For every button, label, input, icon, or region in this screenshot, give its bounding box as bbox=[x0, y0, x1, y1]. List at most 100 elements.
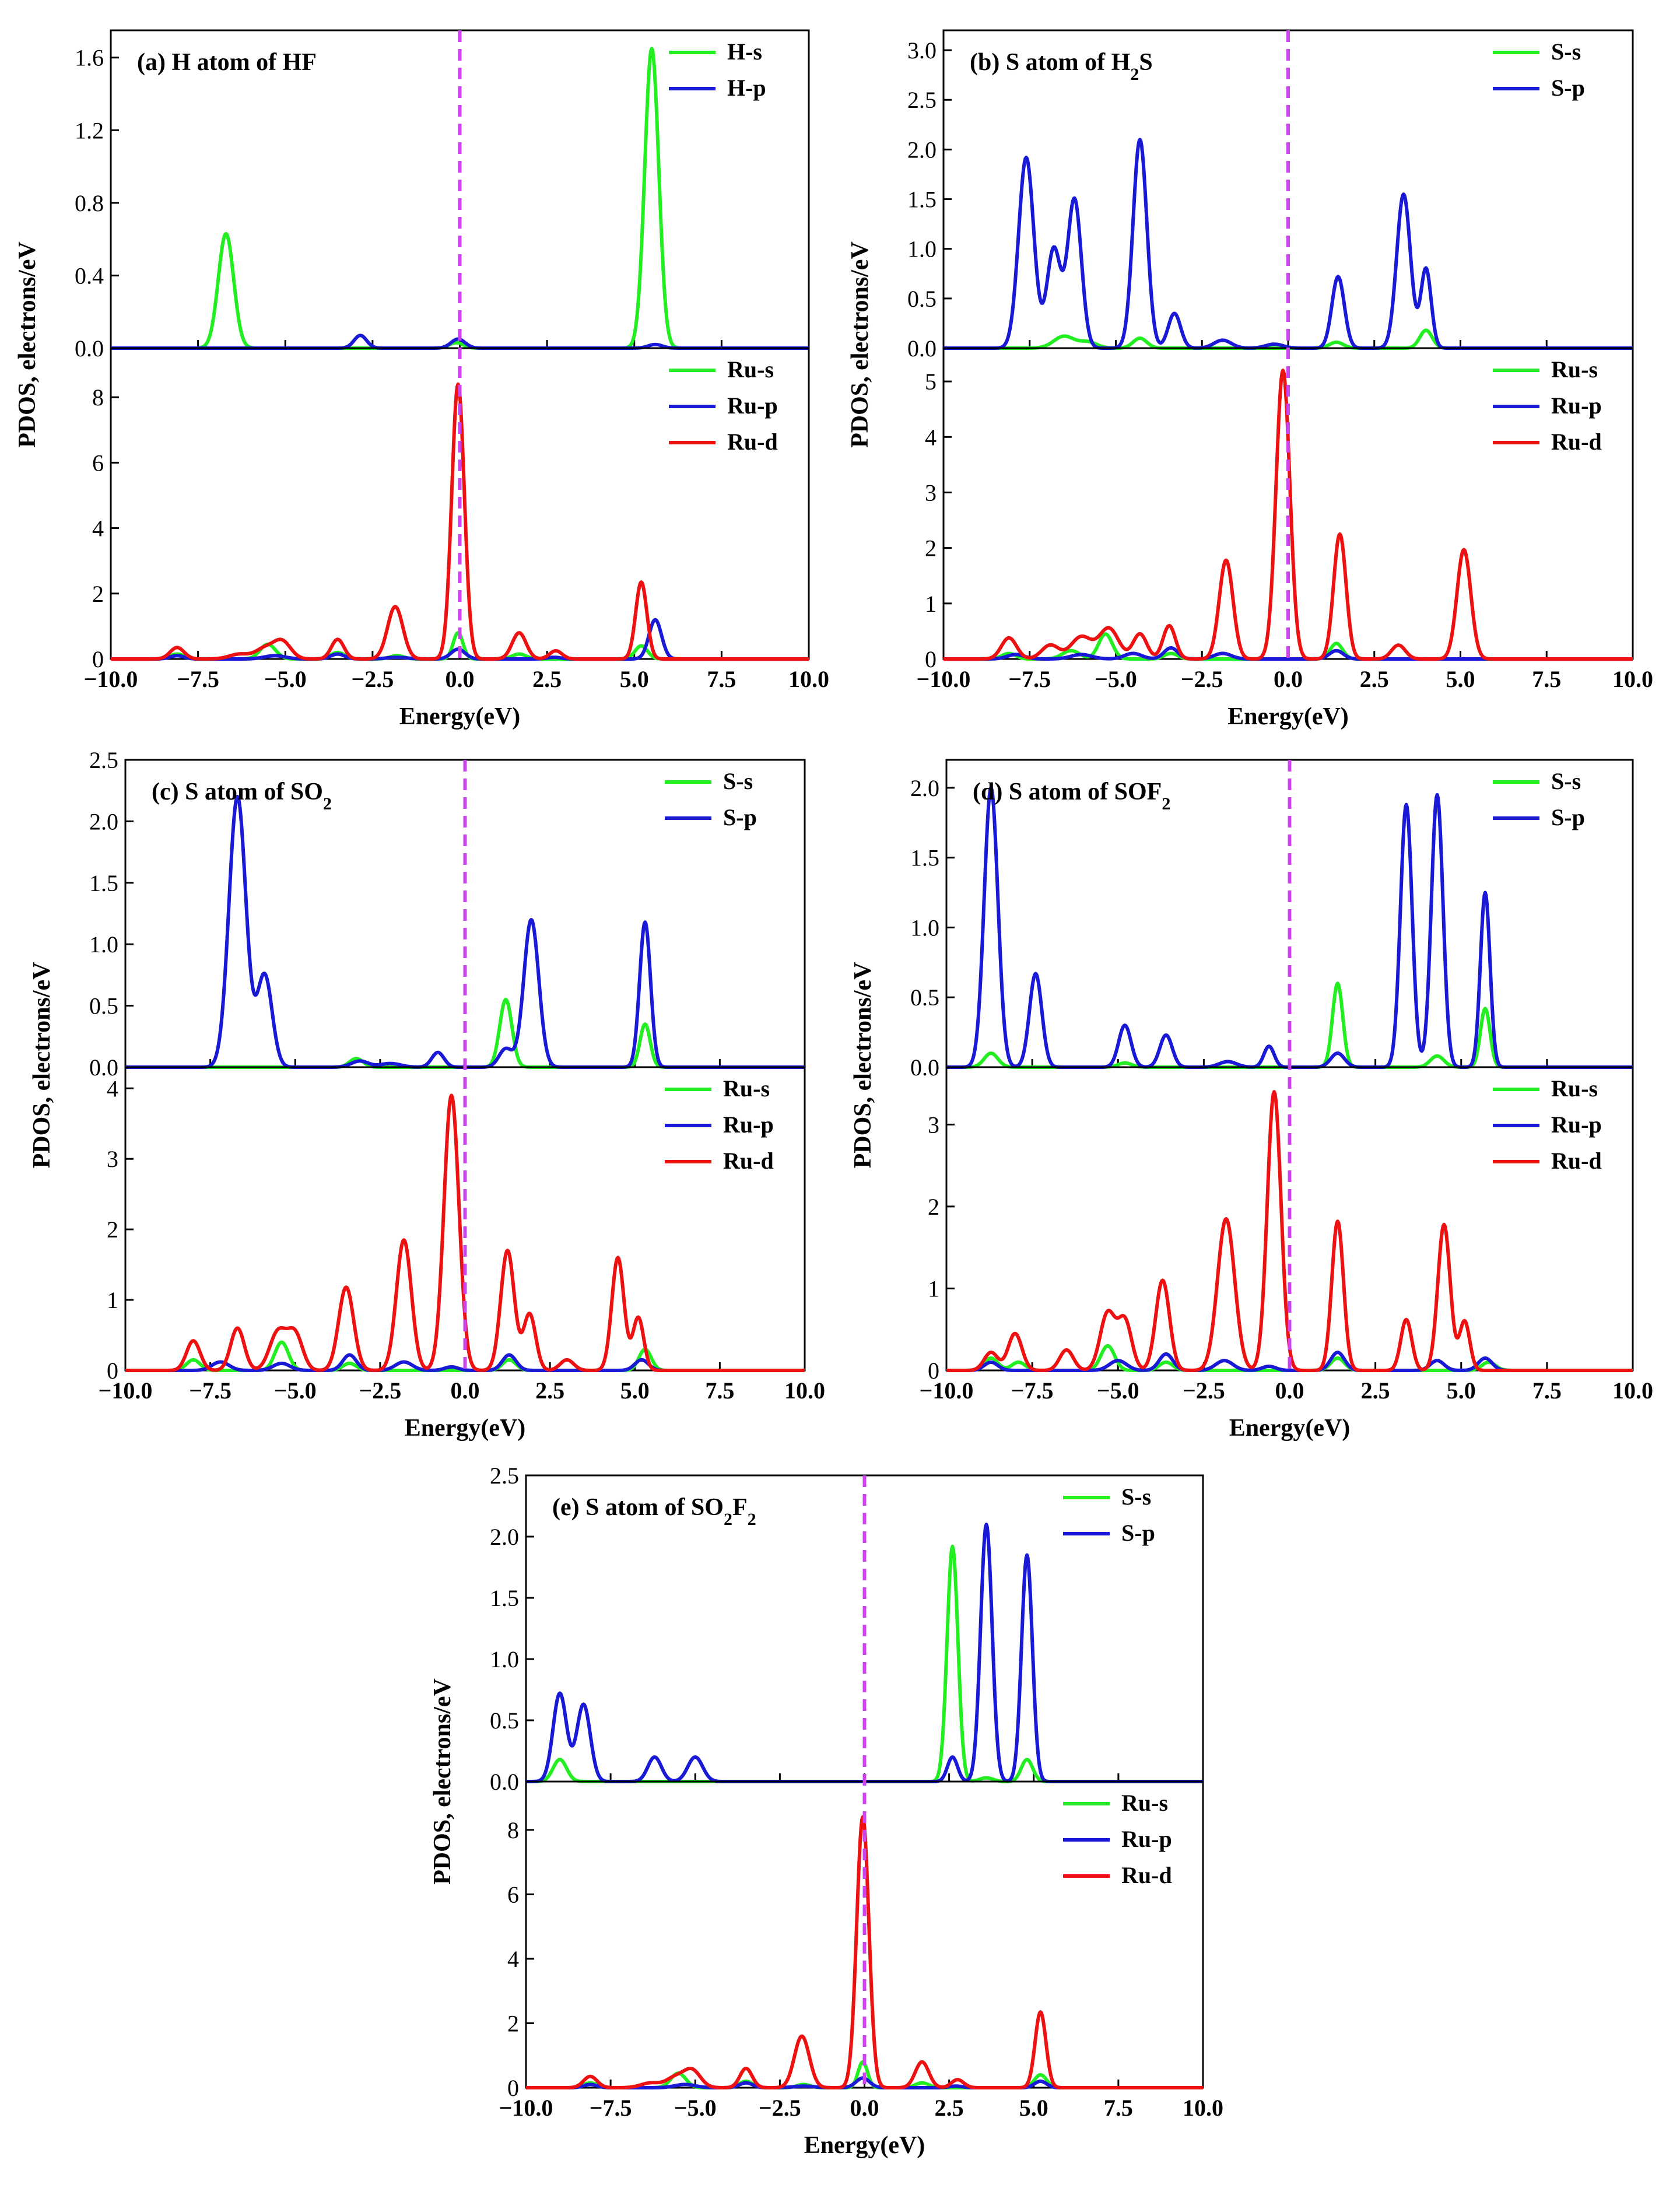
x-tick-label: −2.5 bbox=[1181, 666, 1223, 692]
y-tick-label: 1 bbox=[925, 591, 937, 617]
y-tick-label: 2 bbox=[925, 535, 937, 562]
y-tick-label: 2 bbox=[928, 1194, 939, 1220]
y-tick-label: 0.0 bbox=[89, 1054, 118, 1081]
y-tick-label: 1.5 bbox=[907, 187, 937, 213]
y-axis-label: PDOS, electrons/eV bbox=[850, 962, 876, 1169]
legend-label: Ru-d bbox=[1121, 1862, 1172, 1888]
x-tick-label: 2.5 bbox=[532, 666, 562, 692]
panel-c: 0.0 0.5 1.0 1.5 2.0 2.5 S-s S-p 0 1 2 3 4 Ru-s Ru-p Ru-… bbox=[29, 747, 825, 1442]
x-tick-label: −2.5 bbox=[759, 2095, 801, 2121]
x-tick-label: −5.0 bbox=[674, 2095, 717, 2121]
y-axis-label: PDOS, electrons/eV bbox=[29, 962, 55, 1169]
x-axis-label: Energy(eV) bbox=[1229, 1415, 1351, 1442]
y-tick-label: 6 bbox=[507, 1881, 519, 1908]
title-part: 2 bbox=[1130, 65, 1139, 84]
y-tick-label: 2 bbox=[92, 581, 104, 607]
x-tick-label: −7.5 bbox=[1011, 1377, 1054, 1404]
x-tick-label: 0.0 bbox=[1275, 1377, 1304, 1404]
y-tick-label: 2.0 bbox=[490, 1524, 519, 1550]
y-tick-label: 2.5 bbox=[89, 747, 118, 773]
title-part: F bbox=[732, 1494, 748, 1521]
y-tick-label: 0.0 bbox=[910, 1054, 939, 1081]
legend-label: S-p bbox=[1551, 75, 1585, 101]
y-tick-label: 0.8 bbox=[75, 190, 104, 216]
x-tick-label: −7.5 bbox=[590, 2095, 632, 2121]
x-tick-label: 10.0 bbox=[1612, 666, 1653, 692]
y-tick-label: 1.5 bbox=[490, 1585, 519, 1611]
y-axis-label: PDOS, electrons/eV bbox=[847, 241, 874, 448]
x-tick-label: −5.0 bbox=[274, 1377, 317, 1404]
legend-label: S-s bbox=[1121, 1484, 1151, 1510]
legend-label: Ru-d bbox=[1551, 1148, 1602, 1174]
x-tick-label: −10.0 bbox=[920, 1377, 974, 1404]
y-tick-label: 2 bbox=[107, 1216, 118, 1243]
x-axis-label: Energy(eV) bbox=[405, 1415, 526, 1442]
y-tick-label: 1.0 bbox=[490, 1646, 519, 1672]
x-tick-label: −10.0 bbox=[84, 666, 138, 692]
legend-label: Ru-s bbox=[1121, 1790, 1168, 1816]
x-tick-label: 5.0 bbox=[1019, 2095, 1048, 2121]
x-tick-label: 5.0 bbox=[620, 1377, 650, 1404]
y-axis-label: PDOS, electrons/eV bbox=[429, 1678, 456, 1885]
title-part: 2 bbox=[323, 794, 332, 814]
legend-label: S-s bbox=[1551, 38, 1581, 65]
x-tick-label: 5.0 bbox=[620, 666, 649, 692]
panel-e: 0.0 0.5 1.0 1.5 2.0 2.5 S-s S-p 0 2 4 6 8 Ru-s Ru-p Ru-… bbox=[429, 1463, 1223, 2159]
legend-label: S-s bbox=[723, 768, 753, 794]
x-tick-label: 0.0 bbox=[850, 2095, 879, 2121]
x-tick-label: 7.5 bbox=[1532, 1377, 1562, 1404]
x-tick-label: 7.5 bbox=[1104, 2095, 1133, 2121]
x-tick-label: 10.0 bbox=[788, 666, 829, 692]
title-part: S bbox=[1139, 49, 1152, 76]
x-tick-label: 2.5 bbox=[1361, 1377, 1390, 1404]
panel-a: 0.0 0.4 0.8 1.2 1.6 H-s H-p 0 2 4 6 8 Ru-s Ru-p Ru-d −1… bbox=[14, 29, 829, 730]
y-tick-label: 3 bbox=[928, 1111, 939, 1138]
panel-title: (a) H atom of HF bbox=[137, 49, 317, 76]
x-axis-label: Energy(eV) bbox=[1227, 703, 1349, 730]
legend-label: S-p bbox=[723, 804, 757, 830]
y-tick-label: 0 bbox=[507, 2075, 519, 2101]
y-tick-label: 4 bbox=[107, 1075, 118, 1102]
legend-label: S-s bbox=[1551, 768, 1581, 794]
title-part: 2 bbox=[1162, 794, 1170, 814]
legend-label: Ru-p bbox=[1121, 1826, 1172, 1852]
x-tick-label: 10.0 bbox=[1612, 1377, 1653, 1404]
title-part: (c) S atom of SO bbox=[152, 779, 323, 805]
y-tick-label: 2 bbox=[507, 2010, 519, 2036]
panel-b: 0.0 0.5 1.0 1.5 2.0 2.5 3.0 S-s S-p 0 1 2 3 4 5 Ru-s Ru-… bbox=[847, 29, 1653, 730]
legend-label: Ru-p bbox=[723, 1111, 774, 1138]
panel-title: (e) S atom of SO2F2 bbox=[552, 1494, 756, 1529]
x-tick-label: 10.0 bbox=[784, 1377, 825, 1404]
y-tick-label: 2.0 bbox=[89, 808, 118, 834]
x-tick-label: 5.0 bbox=[1447, 1377, 1476, 1404]
legend-label: Ru-s bbox=[1551, 1075, 1598, 1102]
y-tick-label: 0.0 bbox=[490, 1769, 519, 1795]
panel-d: 0.0 0.5 1.0 1.5 2.0 S-s S-p 0 1 2 3 Ru-s Ru-p Ru-d −10… bbox=[850, 759, 1653, 1442]
legend-label: Ru-p bbox=[1551, 1111, 1602, 1138]
x-tick-label: 7.5 bbox=[707, 666, 736, 692]
y-tick-label: 0.5 bbox=[490, 1707, 519, 1734]
legend-label: Ru-d bbox=[723, 1148, 774, 1174]
legend-label: H-p bbox=[727, 75, 766, 101]
legend-label: Ru-d bbox=[727, 429, 778, 455]
y-tick-label: 0 bbox=[928, 1358, 939, 1384]
x-tick-label: −7.5 bbox=[189, 1377, 232, 1404]
x-tick-label: 7.5 bbox=[705, 1377, 734, 1404]
x-tick-label: 7.5 bbox=[1532, 666, 1561, 692]
title-part: (d) S atom of SOF bbox=[973, 779, 1162, 805]
legend-label: Ru-p bbox=[1551, 392, 1602, 419]
y-tick-label: 3 bbox=[925, 479, 937, 506]
x-tick-label: −7.5 bbox=[177, 666, 219, 692]
title-part: (a) H atom of HF bbox=[137, 49, 317, 76]
x-tick-label: 5.0 bbox=[1446, 666, 1475, 692]
y-tick-label: 0 bbox=[925, 646, 937, 672]
x-tick-label: 0.0 bbox=[1274, 666, 1303, 692]
y-tick-label: 2.0 bbox=[907, 136, 937, 163]
x-tick-label: −2.5 bbox=[1183, 1377, 1225, 1404]
y-tick-label: 2.5 bbox=[907, 87, 937, 113]
title-part: (b) S atom of H bbox=[970, 49, 1130, 76]
y-tick-label: 4 bbox=[507, 1946, 519, 1972]
legend-label: H-s bbox=[727, 38, 762, 65]
y-tick-label: 2.0 bbox=[910, 775, 939, 801]
legend-label: S-p bbox=[1551, 804, 1585, 830]
